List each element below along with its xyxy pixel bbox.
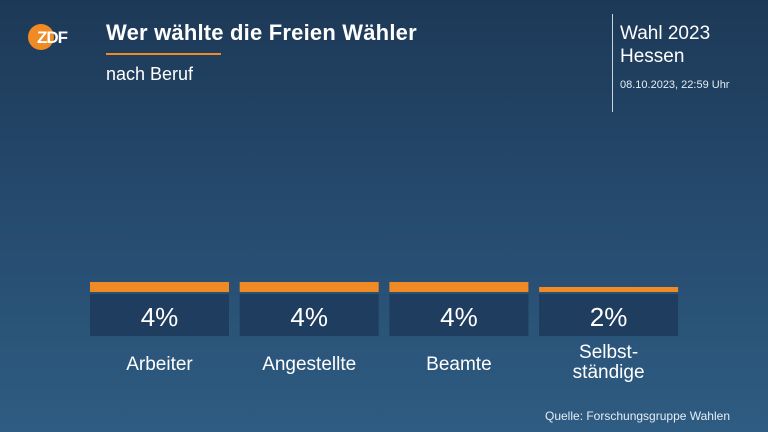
timestamp: 08.10.2023, 22:59 Uhr: [620, 79, 730, 91]
data-label-2: 4%: [440, 302, 478, 332]
value-box-0: [90, 294, 229, 336]
election-name: Wahl 2023: [620, 23, 711, 44]
category-label-0: Arbeiter: [126, 354, 193, 375]
page-subtitle: nach Beruf: [106, 64, 194, 84]
bar-0: [90, 282, 229, 292]
data-label-0: 4%: [141, 302, 179, 332]
bar-1: [239, 282, 379, 292]
data-label-3: 2%: [590, 302, 628, 332]
data-label-1: 4%: [290, 302, 328, 332]
election-state: Hessen: [620, 46, 685, 67]
svg-text:ZDF: ZDF: [37, 28, 68, 47]
value-box-3: [539, 294, 679, 336]
title-underline: [106, 53, 221, 55]
header-divider: [612, 14, 613, 112]
value-box-2: [389, 294, 529, 336]
zdf-logo: ZDF: [28, 24, 69, 50]
category-label-3: Selbst-ständige: [573, 342, 645, 383]
value-box-1: [239, 294, 379, 336]
election-label: Wahl 2023 Hessen: [620, 22, 710, 68]
bar-2: [389, 282, 529, 292]
bar-3: [539, 287, 679, 292]
page-title: Wer wählte die Freien Wähler: [106, 20, 417, 45]
category-label-1: Angestellte: [262, 354, 356, 375]
source-note: Quelle: Forschungsgruppe Wahlen: [545, 409, 730, 423]
category-label-2: Beamte: [426, 354, 491, 375]
